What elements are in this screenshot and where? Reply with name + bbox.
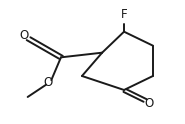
Text: O: O [20, 29, 29, 42]
Text: F: F [121, 8, 127, 21]
Text: O: O [144, 97, 153, 110]
Text: O: O [43, 76, 52, 89]
